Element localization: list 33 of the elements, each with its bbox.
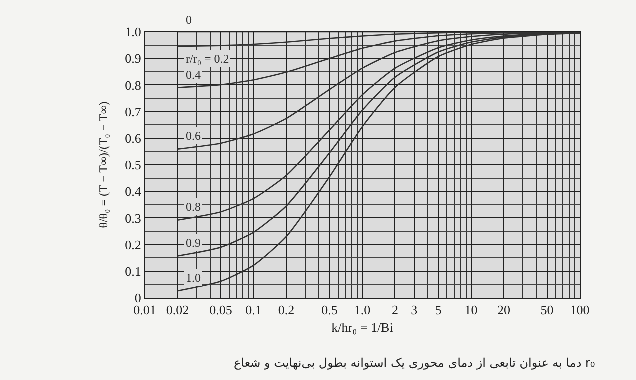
series-label: r/r₀ = 0.2 <box>186 52 230 66</box>
series-label: 1.0 <box>186 271 201 285</box>
x-axis-title: k/hr₀ = 1/Bi <box>332 320 394 336</box>
series-label: 0 <box>186 13 192 27</box>
series-label: 0.6 <box>186 129 201 143</box>
y-tick-label: 0.8 <box>125 78 142 93</box>
x-tick-label: 3 <box>411 302 418 318</box>
x-tick-label: 0.1 <box>246 302 262 318</box>
y-tick-label: 0.2 <box>125 237 142 252</box>
y-tick-label: 0.6 <box>125 130 142 146</box>
text: دما به عنوان تابعی از دمای محوری یک استوانه بطول بی‌نهایت و شعاع r₀ <box>234 356 596 370</box>
x-tick-label: 100 <box>570 302 590 318</box>
y-tick-label: 0.7 <box>125 104 142 120</box>
x-tick-label: 0.02 <box>166 302 190 318</box>
x-tick-label: 0.5 <box>322 302 338 318</box>
x-tick-label: 0.2 <box>278 302 295 318</box>
x-tick-label: 1.0 <box>354 302 371 318</box>
x-tick-label: 0.05 <box>210 302 232 318</box>
x-tick-label: 50 <box>540 302 554 318</box>
y-tick-label: 0.3 <box>125 210 142 226</box>
y-axis-title: θ/θ₀ = (T − T∞)/(T₀ − T∞) <box>96 102 110 228</box>
series-label: 0.8 <box>186 200 201 214</box>
x-tick-label: 10 <box>464 302 478 318</box>
series-label: 0.4 <box>186 68 201 82</box>
y-tick-label: 1.0 <box>125 24 142 40</box>
x-tick-label: 20 <box>497 302 510 318</box>
x-tick-label: 2 <box>392 302 398 318</box>
series-label: 0.9 <box>186 236 201 250</box>
x-tick-label: 5 <box>435 302 442 318</box>
y-tick-label: 0.4 <box>125 184 142 200</box>
y-tick-label: 0.5 <box>125 158 142 173</box>
y-tick-label: 0.1 <box>125 264 142 279</box>
y-tick-label: 0.9 <box>125 51 142 66</box>
